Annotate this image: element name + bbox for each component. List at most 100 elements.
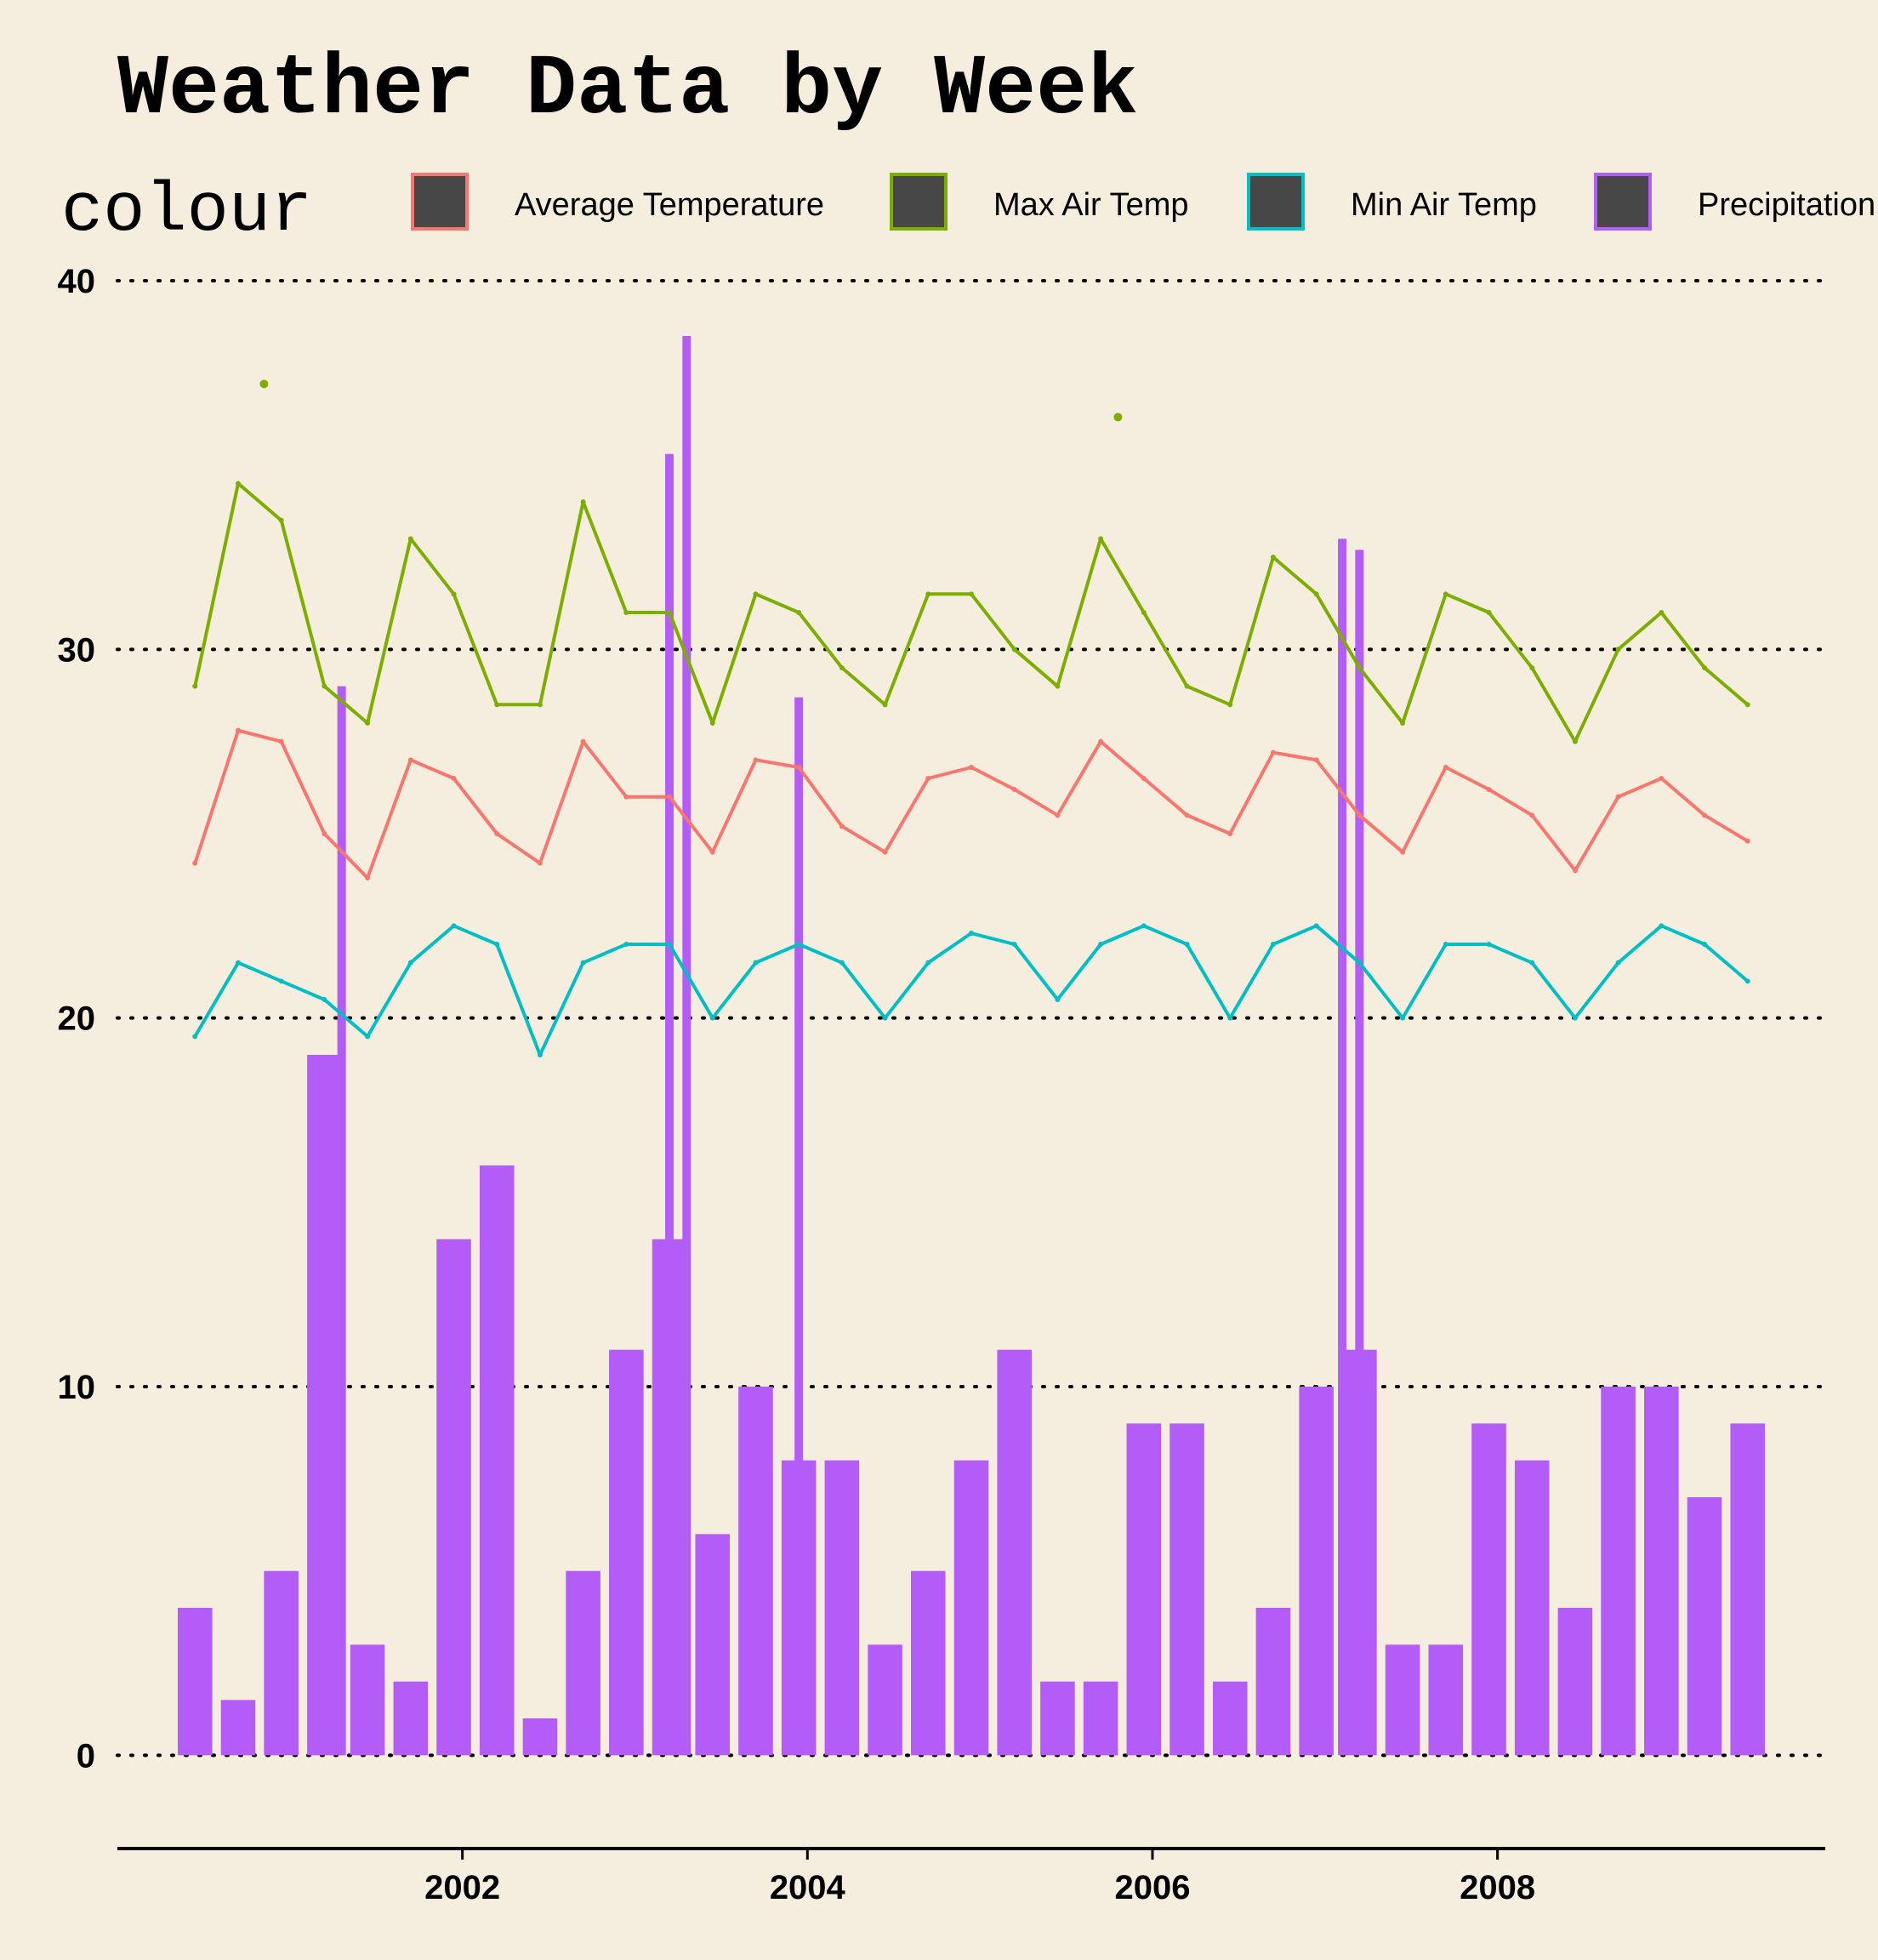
average-temperature-point <box>1055 812 1061 818</box>
average-temperature-point <box>753 757 759 763</box>
precipitation-bar <box>1126 1423 1162 1756</box>
average-temperature-point <box>1098 738 1104 744</box>
min-air-temp-point <box>753 960 759 966</box>
min-air-temp-point <box>1443 942 1448 947</box>
min-air-temp-point <box>1313 923 1319 929</box>
average-temperature-point <box>1744 838 1750 844</box>
line-peak-point <box>1113 413 1123 422</box>
max-air-temp-point <box>1744 702 1750 708</box>
max-air-temp-point <box>407 536 413 542</box>
min-air-temp-point <box>1055 997 1061 1002</box>
precipitation-bar <box>953 1460 989 1756</box>
precipitation-bars <box>177 336 1766 1756</box>
legend-key-1 <box>890 173 948 231</box>
x-axis-ticks: 2002 2004 2006 2008 <box>424 1849 1535 1906</box>
chart-title: Weather Data by Week <box>117 43 1138 139</box>
average-temperature-point <box>1615 794 1621 800</box>
average-temperature-point <box>667 794 673 800</box>
min-air-temp-point <box>1486 942 1492 947</box>
min-air-temp-point <box>796 942 802 947</box>
max-air-temp-point <box>1227 702 1233 708</box>
x-tick-label: 2006 <box>1114 1869 1190 1906</box>
max-air-temp-point <box>365 721 371 726</box>
average-temperature-point <box>1227 831 1233 836</box>
precipitation-peak-bar <box>665 453 674 1756</box>
max-air-temp-line <box>193 481 1749 744</box>
average-temperature-line <box>193 728 1749 880</box>
precipitation-bar <box>479 1165 515 1756</box>
y-tick-label: 30 <box>58 631 96 669</box>
min-air-temp-point <box>1141 923 1147 929</box>
precipitation-bar <box>393 1681 429 1756</box>
precipitation-bar <box>1514 1460 1550 1756</box>
average-temperature-point <box>839 823 845 829</box>
average-temperature-point <box>1141 776 1147 781</box>
legend-label-2: Min Air Temp <box>1351 187 1537 223</box>
average-temperature-point <box>451 776 457 781</box>
min-air-temp-point <box>451 923 457 929</box>
max-air-temp-point <box>623 610 629 615</box>
min-air-temp-point <box>1744 978 1750 984</box>
average-temperature-point <box>623 794 629 800</box>
max-air-temp-point <box>969 591 974 597</box>
x-tick-label: 2008 <box>1460 1869 1535 1906</box>
precipitation-bar <box>1040 1681 1075 1756</box>
max-air-temp-point <box>537 702 543 708</box>
precipitation-bar <box>1644 1387 1679 1756</box>
min-air-temp-point <box>1270 942 1276 947</box>
legend-key-2 <box>1247 173 1305 231</box>
precipitation-bar <box>264 1570 299 1756</box>
min-air-temp-point <box>1572 1015 1578 1021</box>
min-air-temp-point <box>278 978 284 984</box>
max-air-temp-point <box>278 517 284 523</box>
min-air-temp-point <box>839 960 845 966</box>
precipitation-bar <box>868 1644 902 1756</box>
y-tick-label: 20 <box>58 1000 96 1038</box>
max-air-temp-point <box>192 683 198 689</box>
average-temperature-point <box>235 727 241 733</box>
min-air-temp-point <box>537 1052 543 1057</box>
max-air-temp-point <box>1055 683 1061 689</box>
max-air-temp-point <box>1011 647 1017 652</box>
min-air-temp-point <box>1529 960 1535 966</box>
max-air-temp-point <box>1313 591 1319 597</box>
average-temperature-point <box>192 860 198 866</box>
average-temperature-point <box>322 831 327 836</box>
precipitation-peak-bar <box>1355 550 1364 1756</box>
average-temperature-point <box>1486 787 1492 792</box>
precipitation-bar <box>522 1718 558 1756</box>
precipitation-bar <box>1212 1681 1248 1756</box>
max-air-temp-point <box>882 702 888 708</box>
precipitation-bar <box>220 1700 256 1756</box>
max-air-temp-point <box>667 610 673 615</box>
precipitation-bar <box>307 1055 342 1756</box>
average-temperature-point <box>1357 812 1363 818</box>
max-air-temp-point <box>580 499 586 504</box>
max-air-temp-point <box>1572 738 1578 744</box>
average-temperature-point <box>494 831 500 836</box>
average-temperature-point <box>1659 776 1665 781</box>
precipitation-bar <box>1687 1497 1722 1756</box>
y-tick-label: 10 <box>58 1369 96 1406</box>
legend-label-0: Average Temperature <box>515 187 824 223</box>
min-air-temp-line <box>193 924 1749 1057</box>
legend-label-3: Precipitation <box>1698 187 1875 223</box>
min-air-temp-point <box>580 960 586 966</box>
max-air-temp-point <box>1098 536 1104 542</box>
min-air-temp-point <box>1659 923 1665 929</box>
precipitation-bar <box>436 1239 471 1756</box>
average-temperature-point <box>796 765 802 770</box>
average-temperature-point <box>709 849 715 855</box>
max-air-temp-point <box>322 683 327 689</box>
min-air-temp-point <box>1702 942 1708 947</box>
precipitation-bar <box>1169 1423 1204 1756</box>
min-air-temp-point <box>1615 960 1621 966</box>
precipitation-bar <box>350 1644 385 1756</box>
min-air-temp-point <box>882 1015 888 1021</box>
precipitation-bar <box>738 1387 773 1756</box>
max-air-temp-point <box>925 591 931 597</box>
min-air-temp-point <box>494 942 500 947</box>
min-air-temp-point <box>709 1015 715 1021</box>
